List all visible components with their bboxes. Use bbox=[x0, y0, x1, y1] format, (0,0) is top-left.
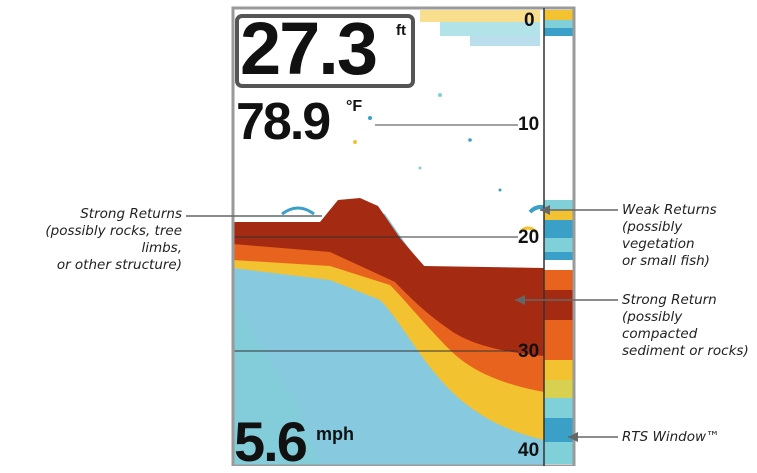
speed-value: 5.6 bbox=[234, 410, 308, 473]
arrow-rts-window bbox=[568, 432, 578, 442]
callout-rts-window: RTS Window™ bbox=[622, 429, 720, 445]
bottom-medium-band bbox=[233, 206, 544, 392]
rts-window bbox=[544, 8, 574, 466]
speed-unit: mph bbox=[316, 424, 354, 444]
arrow-strong-return-right bbox=[515, 295, 525, 305]
fish-arch-left bbox=[281, 206, 315, 216]
depth-scale-0: 0 bbox=[524, 10, 535, 31]
surface-clutter bbox=[420, 10, 540, 22]
depth-scale-20: 20 bbox=[518, 227, 540, 248]
depth-unit: ft bbox=[396, 22, 406, 39]
fish-arch-right bbox=[528, 205, 544, 214]
temperature-value: 78.9 bbox=[236, 93, 331, 151]
depth-scale-40: 40 bbox=[518, 440, 540, 461]
depth-scale-30: 30 bbox=[518, 341, 540, 362]
arrow-weak-returns bbox=[540, 205, 550, 215]
callout-weak-returns: Weak Returns (possibly vegetation or sma… bbox=[622, 202, 717, 269]
temperature-unit: °F bbox=[346, 98, 363, 115]
bottom-mild-band bbox=[233, 210, 544, 440]
callout-strong-returns-left: Strong Returns (possibly rocks, tree lim… bbox=[45, 206, 182, 273]
callout-strong-return-right: Strong Return (possibly compacted sedime… bbox=[622, 292, 749, 359]
depth-value: 27.3 bbox=[240, 7, 378, 90]
screen-frame bbox=[231, 6, 576, 466]
depth-readout-box bbox=[235, 14, 415, 88]
depth-scale-10: 10 bbox=[518, 114, 540, 135]
